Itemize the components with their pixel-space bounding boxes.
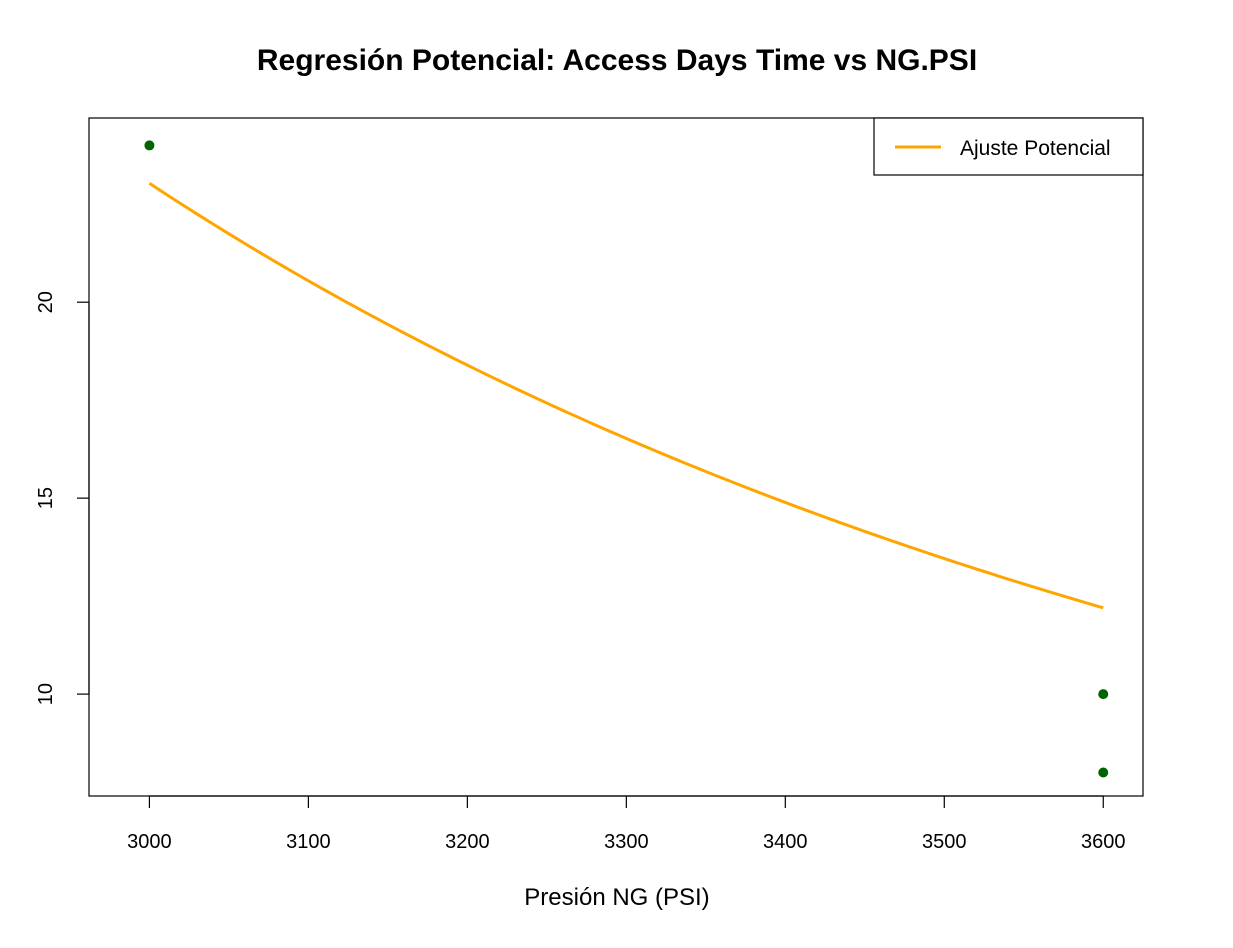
x-tick-label: 3300 [604,831,649,853]
x-tick-label: 3400 [763,831,808,853]
x-tick-label: 3600 [1081,831,1126,853]
y-axis: 10 15 20 [35,291,90,705]
x-tick-label: 3000 [127,831,172,853]
x-tick-label: 3100 [286,831,331,853]
x-tick-label: 3200 [445,831,490,853]
data-point [1098,689,1109,700]
x-axis: 3000 3100 3200 3300 3400 3500 3600 [127,795,1126,853]
plot-frame [88,117,1144,797]
data-point [144,140,155,151]
y-tick-label: 15 [35,487,57,509]
series-layer [144,140,1109,778]
legend-label: Ajuste Potencial [960,137,1111,160]
chart-title: Regresión Potencial: Access Days Time vs… [257,44,977,77]
data-point [1098,767,1109,778]
y-tick-label: 10 [35,683,57,705]
x-axis-label: Presión NG (PSI) [524,884,709,911]
fit-curve [148,182,1104,610]
y-tick-label: 20 [35,291,57,313]
x-tick-label: 3500 [922,831,967,853]
legend: Ajuste Potencial [873,117,1144,176]
